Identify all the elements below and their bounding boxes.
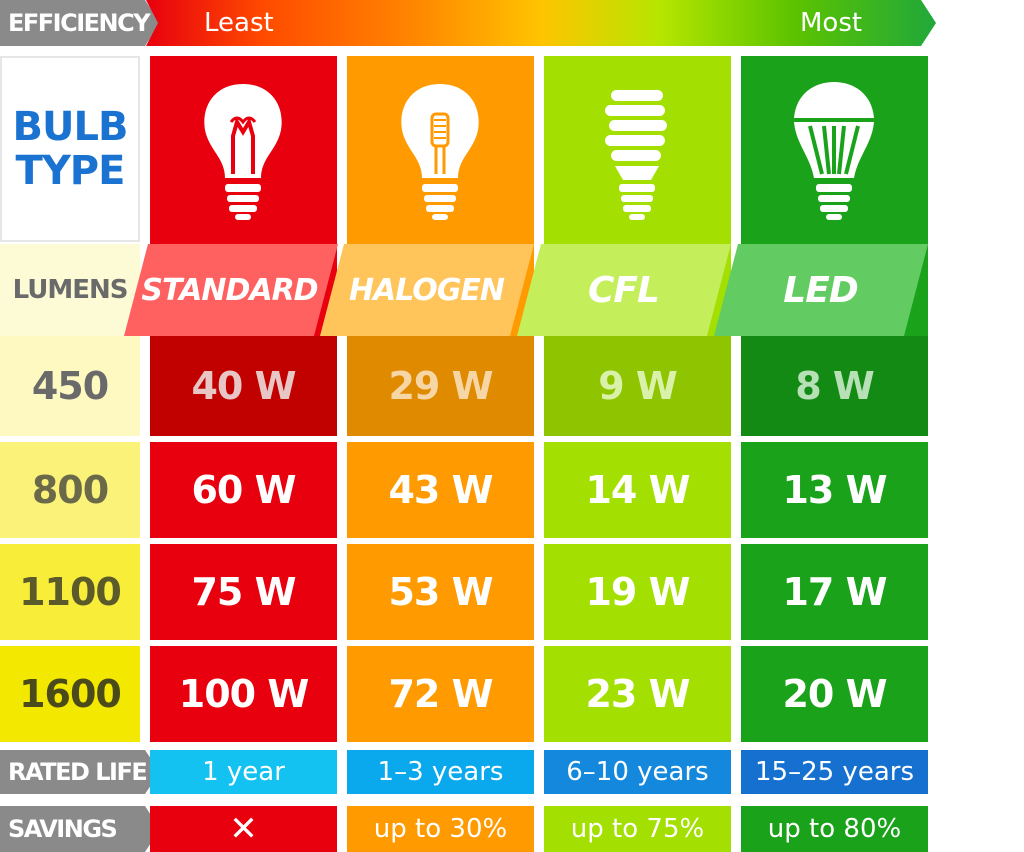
cell-cfl-1600: 23 W <box>544 646 731 742</box>
savings-cfl: up to 75% <box>544 806 731 852</box>
life-cfl: 6–10 years <box>544 750 731 794</box>
bulb-name-standard: STANDARD <box>141 272 318 308</box>
cell-halogen-1600: 72 W <box>347 646 534 742</box>
savings-led: up to 80% <box>741 806 928 852</box>
cell-cfl-1100: 19 W <box>544 544 731 640</box>
lumens-800: 800 <box>0 442 140 538</box>
cell-cfl-450: 9 W <box>544 336 731 436</box>
cell-led-800: 13 W <box>741 442 928 538</box>
cell-standard-1600: 100 W <box>150 646 337 742</box>
bulb-type-line1: BULB <box>12 104 129 150</box>
efficiency-gradient-bar <box>146 0 936 46</box>
cfl-bulb-icon <box>605 90 667 220</box>
bulb-name-led: LED <box>783 269 858 311</box>
bulb-name-cfl: CFL <box>588 269 660 311</box>
cell-halogen-1100: 53 W <box>347 544 534 640</box>
cell-halogen-450: 29 W <box>347 336 534 436</box>
standard-band <box>124 244 338 336</box>
savings-standard: ✕ <box>150 806 337 852</box>
cell-cfl-800: 14 W <box>544 442 731 538</box>
halogen-band <box>320 244 534 336</box>
life-standard: 1 year <box>150 750 337 794</box>
led-band <box>714 244 928 336</box>
bulb-name-halogen: HALOGEN <box>348 272 505 308</box>
cell-halogen-800: 43 W <box>347 442 534 538</box>
savings-halogen: up to 30% <box>347 806 534 852</box>
cfl-band <box>517 244 731 336</box>
cell-led-450: 8 W <box>741 336 928 436</box>
led-bulb-icon <box>794 82 874 220</box>
incandescent-bulb-icon <box>204 84 282 220</box>
lumens-1100: 1100 <box>0 544 140 640</box>
efficiency-label: EFFICIENCY <box>0 0 160 46</box>
efficiency-most: Most <box>800 8 863 38</box>
lumens-450: 450 <box>0 336 140 436</box>
rated-life-label: RATED LIFE <box>0 750 160 794</box>
bulb-type-box: BULB TYPE <box>0 56 140 242</box>
cell-led-1100: 17 W <box>741 544 928 640</box>
cell-standard-1100: 75 W <box>150 544 337 640</box>
lumens-label: LUMENS <box>0 244 140 336</box>
cell-standard-800: 60 W <box>150 442 337 538</box>
cell-led-1600: 20 W <box>741 646 928 742</box>
lumens-1600: 1600 <box>0 646 140 742</box>
life-halogen: 1–3 years <box>347 750 534 794</box>
cell-standard-450: 40 W <box>150 336 337 436</box>
savings-label: SAVINGS <box>0 806 160 852</box>
life-led: 15–25 years <box>741 750 928 794</box>
efficiency-least: Least <box>204 8 274 38</box>
bulb-type-line2: TYPE <box>15 148 126 194</box>
halogen-bulb-icon <box>401 84 479 220</box>
